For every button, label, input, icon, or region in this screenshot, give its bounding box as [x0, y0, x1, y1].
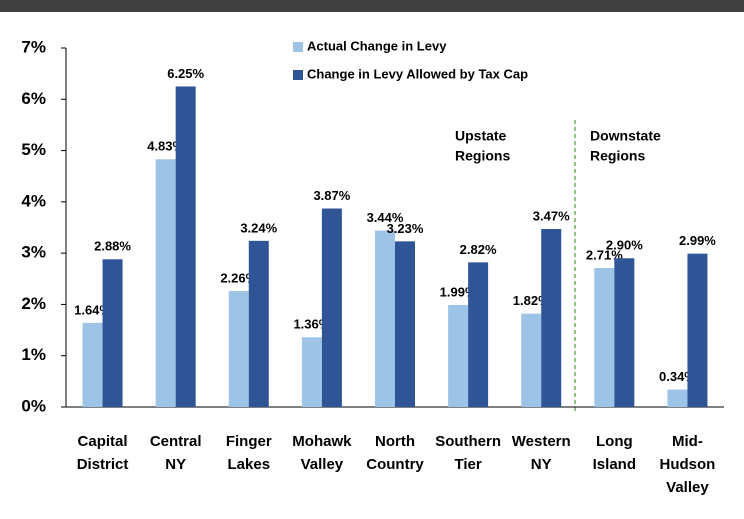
y-tick-label: 4% — [21, 191, 46, 210]
bar — [468, 262, 489, 407]
x-tick-label: Mid- — [672, 433, 703, 450]
value-label: 1.82% — [513, 293, 550, 308]
value-label: 2.90% — [606, 238, 643, 253]
legend-swatch — [293, 70, 303, 80]
bar — [321, 208, 342, 407]
value-label: 6.25% — [167, 66, 204, 81]
bar — [667, 389, 688, 407]
value-label: 1.36% — [293, 317, 330, 332]
value-label: 0.34% — [659, 369, 696, 384]
value-label: 3.87% — [313, 188, 350, 203]
bar — [102, 259, 123, 407]
bar — [82, 322, 103, 407]
x-tick-label: Mohawk — [292, 433, 352, 450]
x-tick-label: Finger — [226, 433, 272, 450]
x-tick-label: Country — [366, 456, 424, 473]
y-tick-label: 5% — [21, 140, 46, 159]
annotation: Downstate — [590, 128, 661, 144]
y-tick-label: 2% — [21, 294, 46, 313]
value-label: 2.71% — [586, 247, 623, 262]
bar — [521, 313, 542, 407]
x-tick-label: Hudson — [660, 456, 716, 473]
bar — [175, 86, 196, 407]
legend-label: Actual Change in Levy — [307, 38, 447, 53]
x-tick-label: Capital — [78, 433, 128, 450]
annotation: Regions — [590, 148, 645, 164]
bar — [594, 268, 615, 407]
x-tick-label: District — [77, 456, 129, 473]
value-label: 2.99% — [679, 233, 716, 248]
x-tick-label: Valley — [301, 456, 344, 473]
legend-swatch — [293, 42, 303, 52]
value-label: 3.23% — [387, 221, 424, 236]
bar — [687, 253, 708, 407]
legend-label: Change in Levy Allowed by Tax Cap — [307, 66, 528, 81]
annotation: Upstate — [455, 128, 507, 144]
bar — [395, 241, 415, 407]
bar — [301, 337, 322, 407]
y-tick-label: 7% — [21, 37, 46, 56]
annotation: Regions — [455, 148, 510, 164]
x-tick-label: Tier — [454, 456, 481, 473]
x-tick-label: Western — [512, 433, 571, 450]
bar — [248, 240, 269, 407]
value-label: 1.64% — [74, 302, 111, 317]
x-tick-label: NY — [531, 456, 552, 473]
value-label: 3.44% — [367, 210, 404, 225]
y-tick-label: 6% — [21, 89, 46, 108]
bar — [228, 291, 249, 407]
value-label: 4.83% — [147, 139, 184, 154]
x-tick-label: Valley — [666, 479, 709, 496]
bar — [375, 230, 395, 407]
x-tick-label: Lakes — [228, 456, 271, 473]
value-label: 2.82% — [460, 242, 497, 257]
bar — [541, 229, 562, 407]
y-tick-label: 1% — [21, 345, 46, 364]
bar — [155, 159, 176, 407]
value-label: 2.26% — [220, 271, 257, 286]
x-tick-label: Island — [593, 456, 636, 473]
value-label: 1.99% — [440, 284, 477, 299]
header-bar — [0, 0, 744, 12]
bar — [448, 304, 469, 407]
x-tick-label: Central — [150, 433, 202, 450]
value-label: 3.47% — [533, 208, 570, 223]
value-label: 2.88% — [94, 239, 131, 254]
x-tick-label: North — [375, 433, 415, 450]
value-label: 3.24% — [240, 220, 277, 235]
y-tick-label: 3% — [21, 243, 46, 262]
y-tick-label: 0% — [21, 396, 46, 415]
x-tick-label: Southern — [435, 433, 501, 450]
x-tick-label: NY — [165, 456, 186, 473]
x-tick-label: Long — [596, 433, 633, 450]
bar — [614, 258, 635, 407]
